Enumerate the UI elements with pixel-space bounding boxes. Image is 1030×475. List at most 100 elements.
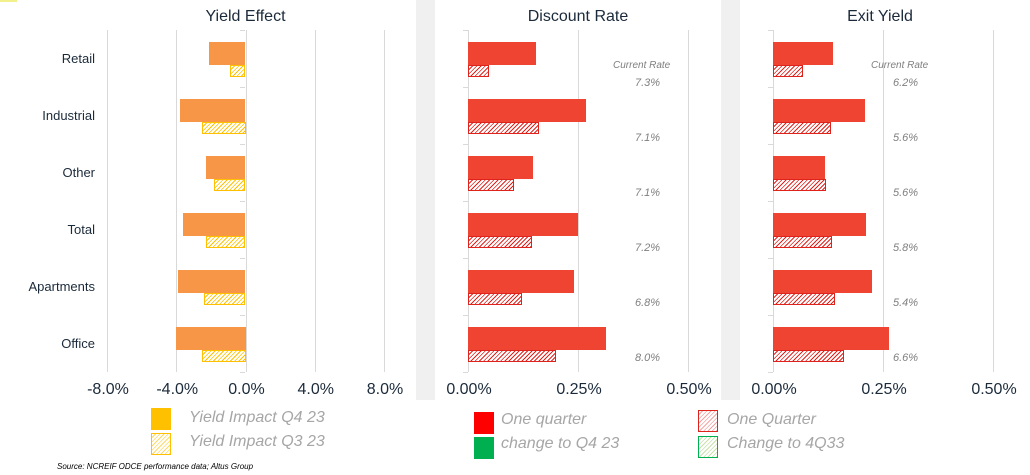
bar-hatched: [203, 293, 246, 305]
category-label: Apartments: [28, 279, 95, 294]
category-tick: [240, 315, 245, 316]
gridline: [773, 30, 774, 372]
bar-solid: [773, 327, 890, 350]
bar-hatched: [468, 350, 556, 362]
x-tick-label: 0.25%: [556, 381, 602, 398]
category-tick: [768, 372, 773, 373]
category-tick: [768, 30, 773, 31]
category-tick: [240, 258, 245, 259]
discount-rate-chart: Discount Rate 0.00% 0.25% 0.50% 7.3% 7.1% 7.1…: [435, 0, 721, 400]
bar-solid: [773, 42, 833, 65]
x-tick-label: 0.00%: [751, 381, 797, 398]
bar-solid: [468, 42, 537, 65]
bar-hatched: [773, 122, 832, 134]
bar-solid: [179, 99, 246, 122]
gridline: [176, 30, 178, 372]
bar-hatched: [214, 179, 246, 191]
x-tick-label: 8.0%: [366, 381, 404, 398]
category-tick: [768, 201, 773, 202]
panel-separator: [721, 0, 740, 400]
bar-solid: [773, 156, 825, 179]
x-tick-label: 0.50%: [971, 381, 1017, 398]
chart-title: Exit Yield: [847, 8, 913, 25]
legend-label: One Quarter: [727, 411, 816, 428]
gridline: [107, 30, 108, 372]
x-tick-label: -8.0%: [87, 381, 129, 398]
x-tick-label: -4.0%: [156, 381, 199, 398]
bar-solid: [773, 213, 866, 236]
current-rate-value: 5.6%: [893, 187, 919, 199]
current-rate-value: 5.6%: [893, 132, 919, 144]
category-tick: [768, 144, 773, 145]
exit-yield-chart: Exit Yield 0.00% 0.25% 0.50% 6.2% 5.6% 5.6% 5.…: [740, 0, 1030, 400]
category-tick: [768, 258, 773, 259]
category-tick: [768, 87, 773, 88]
gridline: [384, 30, 385, 372]
gridline: [993, 30, 994, 372]
bar-hatched: [773, 350, 844, 362]
yield-effect-chart: Yield Effect -8.0% -4.0% 0.0% 4.0% 8.0% Retai…: [0, 0, 416, 400]
current-rate-value: 7.1%: [635, 187, 661, 199]
legend-swatch-red-hatched: [698, 410, 718, 432]
gridline: [468, 30, 469, 372]
legend-swatch-hatched: [151, 433, 171, 455]
category-tick: [463, 87, 468, 88]
category-tick: [463, 315, 468, 316]
category-label: Industrial: [42, 108, 95, 123]
category-tick: [463, 201, 468, 202]
source-note: Source: NCREIF ODCE performance data; Al…: [57, 462, 254, 471]
legend-swatch-red: [474, 412, 494, 434]
corner-mark: [0, 0, 17, 2]
category-label: Retail: [61, 51, 95, 66]
current-rate-header: Current Rate: [871, 60, 929, 71]
bar-solid: [468, 99, 586, 122]
current-rate-value: 5.8%: [893, 242, 919, 254]
category-label: Total: [67, 222, 95, 237]
bar-solid: [468, 327, 607, 350]
legend-label: Yield Impact Q4 23: [189, 409, 325, 426]
gridline: [245, 30, 247, 372]
category-tick: [240, 201, 245, 202]
current-rate-value: 5.4%: [893, 297, 919, 309]
chart-title: Yield Effect: [205, 8, 286, 25]
bar-solid: [209, 42, 246, 65]
legend-swatch-solid: [151, 408, 171, 430]
current-rate-value: 7.3%: [635, 77, 661, 89]
category-tick: [463, 30, 468, 31]
legend-label: One quarter: [501, 411, 587, 428]
x-tick-label: 0.00%: [446, 381, 492, 398]
bar-hatched: [773, 293, 836, 305]
category-tick: [240, 30, 245, 31]
bar-solid: [176, 327, 246, 350]
gridline: [314, 30, 316, 372]
legend-swatch-green: [474, 437, 494, 459]
category-tick: [463, 258, 468, 259]
category-tick: [240, 372, 245, 373]
bar-hatched: [468, 293, 523, 305]
current-rate-value: 7.1%: [635, 132, 661, 144]
legend-label: Yield Impact Q3 23: [189, 433, 325, 450]
category-tick: [240, 87, 245, 88]
legend-swatch-green-hatched: [698, 436, 718, 458]
category-tick: [240, 144, 245, 145]
bar-solid: [183, 213, 246, 236]
bar-hatched: [205, 236, 246, 248]
x-tick-label: 0.25%: [861, 381, 907, 398]
gridline: [883, 30, 884, 372]
current-rate-value: 6.6%: [893, 352, 919, 364]
legend-label: Change to 4Q33: [727, 435, 845, 452]
category-label: Office: [61, 336, 95, 351]
bar-hatched: [773, 65, 803, 77]
bar-hatched: [468, 122, 539, 134]
bar-solid: [468, 156, 534, 179]
category-label: Other: [62, 165, 95, 180]
current-rate-value: 6.2%: [893, 77, 919, 89]
category-tick: [463, 372, 468, 373]
category-tick: [463, 144, 468, 145]
chart-title: Discount Rate: [527, 8, 629, 25]
bar-hatched: [229, 65, 246, 77]
x-tick-label: 4.0%: [297, 381, 334, 398]
category-tick: [768, 315, 773, 316]
current-rate-value: 6.8%: [635, 297, 661, 309]
bar-hatched: [468, 179, 515, 191]
